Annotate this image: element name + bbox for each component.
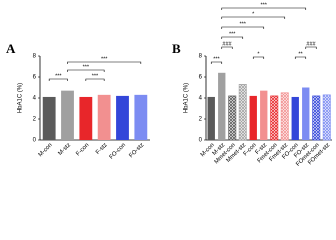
significance-bracket (294, 56, 307, 59)
y-axis-label: HbA1C (%) (18, 83, 24, 113)
bar (291, 96, 299, 140)
significance-bracket (48, 78, 68, 81)
y-tick-label: 4 (199, 96, 203, 102)
bar (238, 84, 247, 141)
significance-label: *** (101, 56, 108, 62)
panel-label: A (6, 41, 16, 56)
significance-label: ** (298, 51, 303, 57)
significance-bracket (252, 56, 265, 59)
significance-label: *** (92, 73, 99, 79)
significance-label: * (257, 51, 260, 57)
y-tick-label: 2 (199, 117, 203, 123)
bar (280, 92, 289, 141)
bar (249, 95, 257, 140)
bar (322, 94, 331, 141)
significance-label: *** (229, 31, 236, 37)
significance-label: * (252, 11, 255, 17)
bar (61, 90, 74, 140)
significance-label: *** (240, 21, 247, 27)
significance-bracket (221, 26, 265, 29)
significance-label: *** (213, 56, 220, 62)
y-tick-label: 8 (199, 54, 203, 60)
x-tick-label: M-con (38, 142, 54, 158)
significance-bracket (221, 36, 244, 39)
y-axis-label: HbA1C (%) (184, 83, 190, 113)
significance-bracket (210, 61, 223, 64)
significance-label: *** (83, 64, 90, 70)
y-tick-label: 6 (199, 75, 203, 81)
significance-label: ### (306, 41, 316, 47)
bar (42, 96, 56, 140)
bar (97, 94, 111, 140)
bar (228, 95, 237, 141)
x-tick-label: F-con (75, 142, 90, 157)
significance-bracket (221, 7, 307, 10)
significance-bracket (85, 78, 105, 81)
y-tick-label: 0 (199, 138, 203, 144)
bar (218, 72, 226, 140)
y-tick-label: 6 (33, 75, 37, 81)
significance-label: ### (222, 41, 232, 47)
significance-label: *** (55, 73, 62, 79)
x-tick-label: F-stz (95, 142, 109, 156)
bar (134, 94, 148, 140)
bar (270, 95, 279, 141)
bar (260, 90, 268, 140)
significance-bracket (67, 69, 105, 72)
significance-bracket (221, 16, 286, 19)
significance-bracket (67, 61, 142, 64)
y-tick-label: 4 (33, 96, 37, 102)
x-tick-label: FO-stz (128, 142, 145, 159)
y-tick-label: 0 (33, 138, 37, 144)
y-tick-label: 2 (33, 117, 37, 123)
panel-label: B (172, 41, 181, 56)
x-tick-label: FO-con (109, 142, 127, 160)
figure: A HbA1C (%) 0 2 4 6 8 M-con M-stz F-con F-stz FO-co… (6, 2, 332, 168)
bar (312, 95, 321, 141)
significance-label: *** (261, 2, 268, 8)
bar (302, 87, 310, 140)
significance-bracket (221, 46, 233, 49)
significance-bracket (305, 46, 317, 49)
bar (207, 96, 215, 140)
y-tick-label: 8 (33, 54, 37, 60)
bar (79, 96, 93, 140)
bar (116, 95, 129, 140)
x-tick-label: M-stz (57, 142, 72, 157)
